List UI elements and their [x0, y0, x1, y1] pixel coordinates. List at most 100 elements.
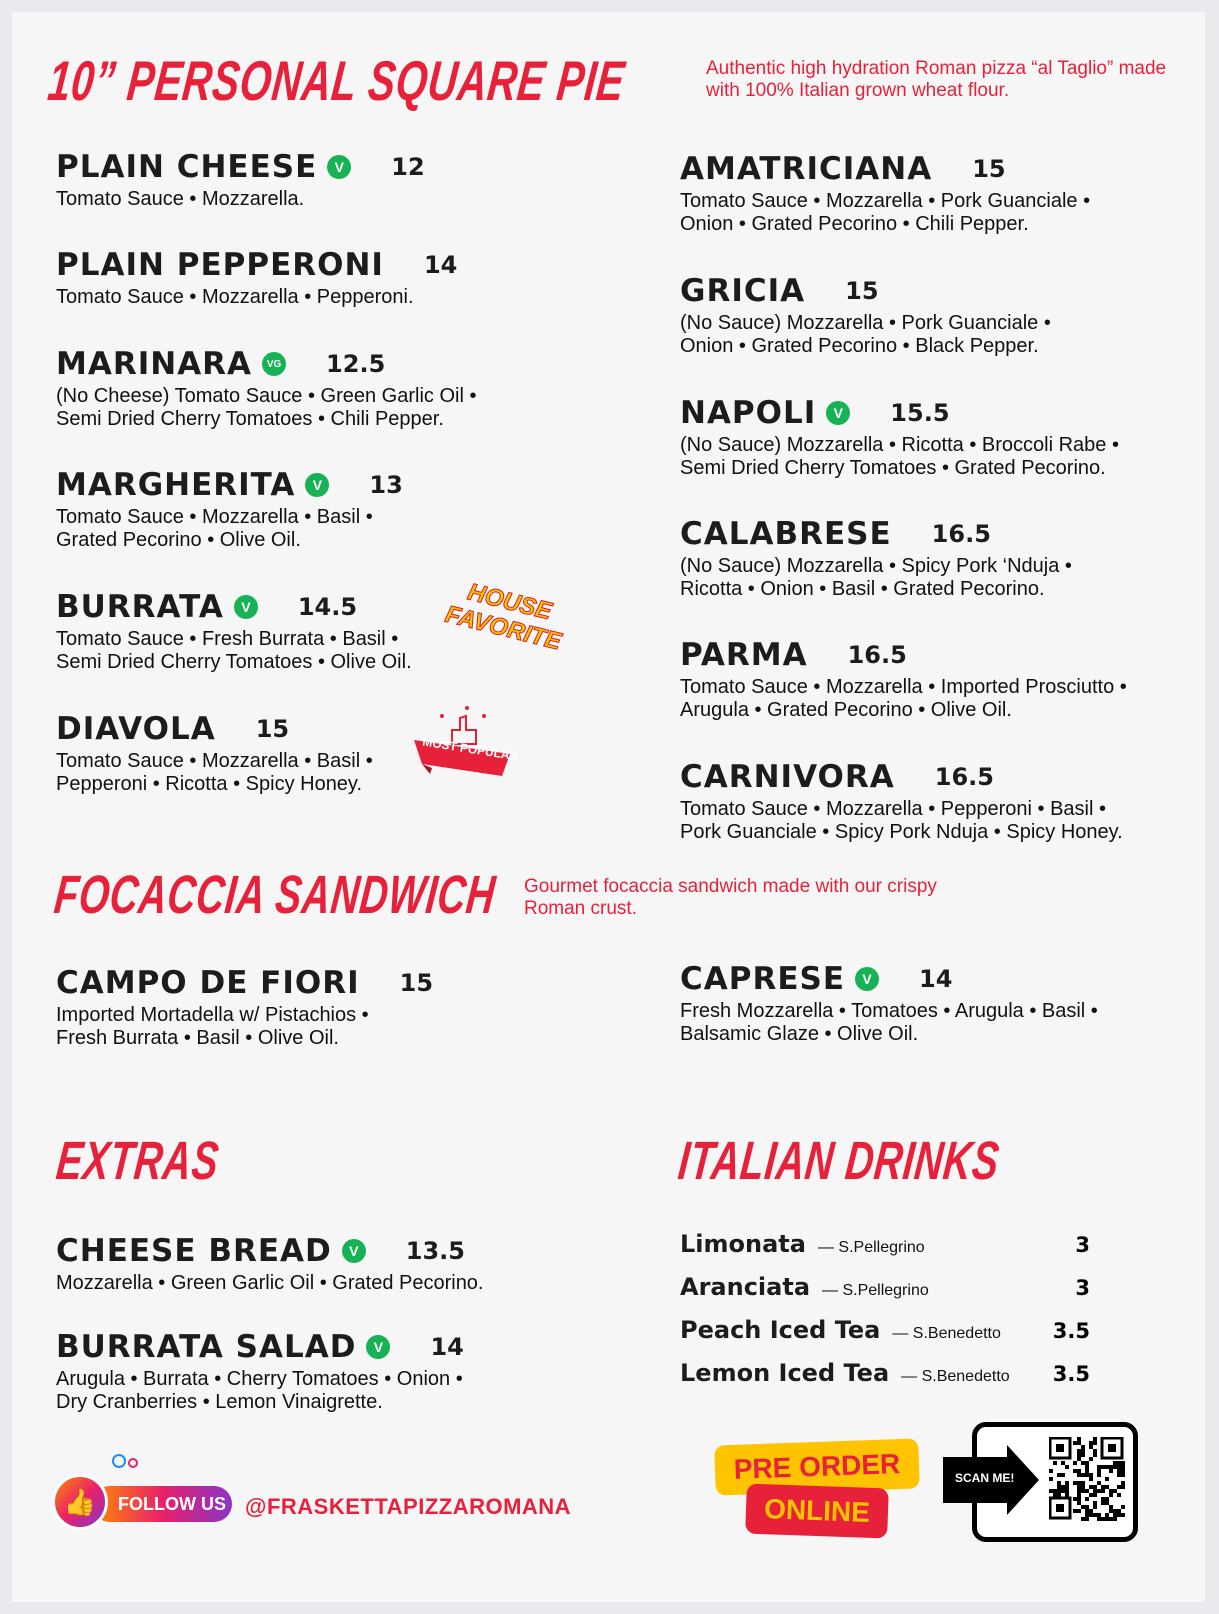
drink-maker: — S.Pellegrino [822, 1282, 929, 1299]
most-popular-badge: MOST POPULAR [412, 702, 519, 782]
menu-item: PLAIN PEPPERONI 14 Tomato Sauce • Mozzarel… [56, 246, 536, 309]
item-name: MARGHERITA [56, 467, 296, 503]
menu-item: CAPRESE V 14 Fresh Mozzarella • Tomatoes • … [680, 960, 1180, 1046]
item-description: Tomato Sauce • Mozzarella • Pepperoni • … [680, 798, 1123, 843]
drink-price: 3.5 [1052, 1362, 1090, 1386]
menu-item: PLAIN CHEESE V 12 Tomato Sauce • Mozzarella… [56, 148, 536, 211]
item-header: MARGHERITA V 13 [56, 466, 536, 504]
vegetarian-badge-icon: V [233, 595, 258, 619]
item-header: AMATRICIANA 15 [680, 150, 1180, 188]
item-name: CHEESE BREAD [56, 1233, 332, 1269]
drink-name: Aranciata [680, 1273, 811, 1301]
item-header: PARMA 16.5 [680, 636, 1180, 674]
item-header: CALABRESE 16.5 [680, 515, 1180, 553]
focaccia-section-note: Gourmet focaccia sandwich made with our … [524, 876, 937, 919]
menu-item: MARGHERITA V 13 Tomato Sauce • Mozzarella •… [56, 466, 536, 552]
drink-item: Peach Iced Tea — S.Benedetto 3.5 [680, 1316, 1090, 1344]
item-description: (No Sauce) Mozzarella • Spicy Pork ‘Nduj… [680, 555, 1072, 600]
drink-name: Limonata [680, 1230, 806, 1258]
menu-item: CAMPO DE FIORI 15 Imported Mortadella w/ P… [56, 964, 536, 1050]
menu-item: AMATRICIANA 15 Tomato Sauce • Mozzarella •… [680, 150, 1180, 236]
menu-item: PARMA 16.5 Tomato Sauce • Mozzarella • Imp… [680, 636, 1180, 722]
item-header: BURRATA SALAD V 14 [56, 1328, 536, 1366]
follow-us-button[interactable]: 👍 FOLLOW US [52, 1452, 252, 1552]
item-header: DIAVOLA 15 [56, 710, 536, 748]
vegetarian-badge-icon: V [305, 473, 330, 497]
heart-bubble-icon [128, 1458, 138, 1468]
item-name: MARINARA [56, 346, 253, 382]
follow-us-pill [92, 1486, 232, 1522]
item-description: Tomato Sauce • Mozzarella • Basil • Pepp… [56, 750, 373, 795]
vegetarian-badge-icon: V [366, 1335, 391, 1359]
pizza-section-title: 10” PERSONAL SQUARE PIE [45, 49, 628, 112]
scan-me-label: SCAN ME! [955, 1471, 1015, 1485]
item-description: Mozzarella • Green Garlic Oil • Grated P… [56, 1272, 484, 1294]
item-price: 16.5 [847, 641, 907, 669]
item-price: 12 [391, 153, 425, 181]
menu-item: NAPOLI V 15.5 (No Sauce) Mozzarella • Ricot… [680, 394, 1180, 480]
menu-item: CARNIVORA 16.5 Tomato Sauce • Mozzarella •… [680, 758, 1180, 844]
item-description: (No Sauce) Mozzarella • Ricotta • Brocco… [680, 434, 1119, 479]
menu-item: MARINARA VG 12.5 (No Cheese) Tomato Sauce •… [56, 345, 536, 431]
pre-order-label: PRE ORDER [733, 1448, 901, 1485]
order-online-button[interactable]: ONLINE [745, 1483, 889, 1539]
drink-name: Peach Iced Tea [680, 1316, 881, 1344]
item-name: DIAVOLA [56, 711, 216, 747]
item-description: Tomato Sauce • Mozzarella • Basil • Grat… [56, 506, 373, 551]
item-name: PARMA [680, 637, 808, 673]
arrow-right-icon [943, 1445, 1039, 1515]
item-price: 16.5 [931, 520, 991, 548]
item-price: 15 [972, 155, 1006, 183]
item-price: 14 [430, 1333, 464, 1361]
menu-page: 10” PERSONAL SQUARE PIE Authentic high h… [12, 12, 1205, 1602]
drink-maker: — S.Benedetto [901, 1368, 1010, 1385]
menu-item: BURRATA V 14.5 Tomato Sauce • Fresh Burrata… [56, 588, 536, 674]
drink-maker: — S.Benedetto [892, 1325, 1001, 1342]
drink-item: Lemon Iced Tea — S.Benedetto 3.5 [680, 1359, 1090, 1387]
social-handle[interactable]: @FRASKETTAPIZZAROMANA [245, 1494, 572, 1519]
item-name: CAPRESE [680, 961, 846, 997]
item-name: GRICIA [680, 273, 806, 309]
menu-item: CHEESE BREAD V 13.5 Mozzarella • Green Garl… [56, 1232, 536, 1295]
vegetarian-badge-icon: V [826, 401, 851, 425]
drinks-section-title: ITALIAN DRINKS [675, 1131, 1003, 1191]
item-description: (No Sauce) Mozzarella • Pork Guanciale •… [680, 312, 1051, 357]
item-description: Tomato Sauce • Mozzarella • Pepperoni. [56, 286, 414, 308]
item-price: 12.5 [326, 350, 386, 378]
item-description: Tomato Sauce • Mozzarella. [56, 188, 305, 210]
item-description: (No Cheese) Tomato Sauce • Green Garlic … [56, 385, 477, 430]
vegetarian-badge-icon: V [341, 1239, 366, 1263]
item-price: 13 [369, 471, 403, 499]
item-price: 14 [423, 251, 458, 279]
item-description: Tomato Sauce • Fresh Burrata • Basil • S… [56, 628, 412, 673]
drink-maker: — S.Pellegrino [817, 1239, 925, 1256]
item-header: CAPRESE V 14 [680, 960, 1180, 998]
menu-item: DIAVOLA 15 Tomato Sauce • Mozzarella • Bas… [56, 710, 536, 796]
item-price: 16.5 [934, 763, 994, 791]
thumbs-up-icon: 👍 [52, 1474, 108, 1530]
qr-code-box[interactable]: SCAN ME! [943, 1422, 1138, 1542]
item-price: 15 [845, 277, 879, 305]
follow-us-label: FOLLOW US [118, 1494, 226, 1514]
item-name: CAMPO DE FIORI [56, 965, 360, 1001]
menu-item: GRICIA 15 (No Sauce) Mozzarella • Pork Gua… [680, 272, 1180, 358]
item-price: 13.5 [405, 1237, 465, 1265]
item-name: CARNIVORA [680, 759, 895, 795]
vegetarian-badge-icon: V [855, 967, 880, 991]
item-description: Imported Mortadella w/ Pistachios • Fres… [56, 1004, 369, 1049]
item-description: Tomato Sauce • Mozzarella • Imported Pro… [680, 676, 1127, 721]
item-price: 14 [919, 965, 953, 993]
item-header: NAPOLI V 15.5 [680, 394, 1180, 432]
vegan-badge-icon: VG [262, 352, 287, 376]
drink-price: 3 [1075, 1233, 1090, 1257]
thumbs-up-icon [414, 706, 510, 776]
item-header: GRICIA 15 [680, 272, 1180, 310]
item-name: NAPOLI [680, 395, 817, 431]
like-bubble-icon [112, 1454, 126, 1468]
item-header: PLAIN PEPPERONI 14 [56, 246, 536, 284]
drink-item: Aranciata — S.Pellegrino 3 [680, 1273, 1090, 1301]
drink-name: Lemon Iced Tea [680, 1359, 890, 1387]
menu-item: CALABRESE 16.5 (No Sauce) Mozzarella • Spi… [680, 515, 1180, 601]
qr-code-icon [1049, 1437, 1125, 1521]
item-price: 15 [399, 969, 434, 997]
